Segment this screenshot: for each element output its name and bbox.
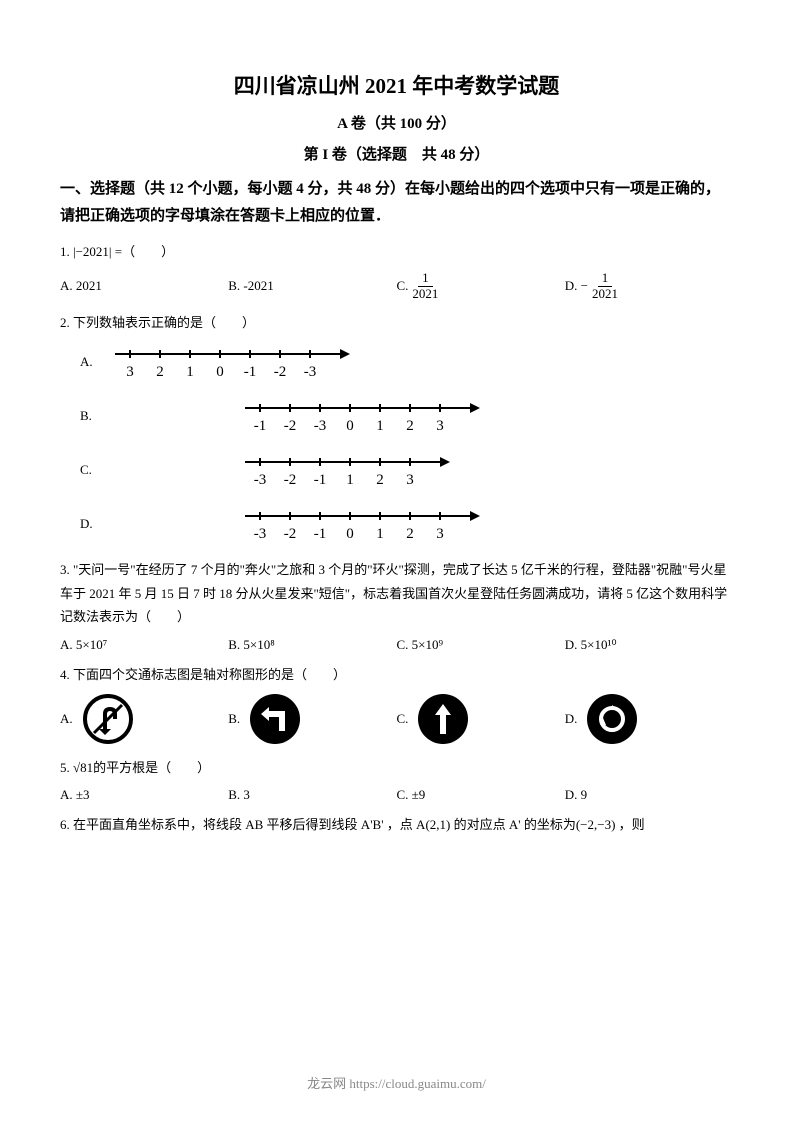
svg-text:3: 3: [406, 472, 414, 488]
svg-text:-2: -2: [284, 526, 297, 542]
q3-option-a: A. 5×10⁷: [60, 637, 228, 653]
q5-text: 5. √81的平方根是（ ）: [60, 756, 733, 779]
q4-option-c: C.: [397, 694, 565, 744]
q4-option-b: B.: [228, 694, 396, 744]
turn-left-icon: [250, 694, 300, 744]
page-title: 四川省凉山州 2021 年中考数学试题: [60, 70, 733, 100]
page-footer: 龙云网 https://cloud.guaimu.com/: [0, 1073, 793, 1092]
q2-row-c: C. -3 -2 -1 1 2 3: [80, 450, 733, 490]
q1-option-d: D. − 1 2021: [565, 271, 733, 301]
svg-text:0: 0: [216, 364, 224, 380]
q1-text: 1. |−2021| =（ ）: [60, 240, 733, 263]
section-header: 一、选择题（共 12 个小题，每小题 4 分，共 48 分）在每小题给出的四个选…: [60, 176, 733, 230]
q5-option-c: C. ±9: [397, 787, 565, 803]
svg-text:2: 2: [376, 472, 384, 488]
svg-text:-1: -1: [254, 418, 267, 434]
subtitle-exam: A 卷（共 100 分）: [60, 112, 733, 133]
roundabout-icon: [587, 694, 637, 744]
svg-text:-3: -3: [254, 472, 267, 488]
q3-option-d: D. 5×10¹⁰: [565, 637, 733, 653]
q4-option-d: D.: [565, 694, 733, 744]
q4-text: 4. 下面四个交通标志图是轴对称图形的是（ ）: [60, 663, 733, 686]
q1-c-num: 1: [418, 271, 433, 286]
q5-options: A. ±3 B. 3 C. ±9 D. 9: [60, 787, 733, 803]
svg-text:-2: -2: [274, 364, 287, 380]
q3-text: 3. "天问一号"在经历了 7 个月的"奔火"之旅和 3 个月的"环火"探测，完…: [60, 558, 733, 628]
q1-c-prefix: C.: [397, 278, 409, 294]
q1-d-prefix: D. −: [565, 278, 588, 294]
svg-text:-2: -2: [284, 472, 297, 488]
q2-label-c: C.: [80, 462, 240, 478]
q2-numberline-d: -3 -2 -1 0 1 2 3: [240, 504, 485, 544]
q3-option-c: C. 5×10⁹: [397, 637, 565, 653]
q2-numberline-a: 3 2 1 0 -1 -2 -3: [110, 342, 355, 382]
q5-option-a: A. ±3: [60, 787, 228, 803]
q4-options: A. B. C. D.: [60, 694, 733, 744]
q1-option-b: B. -2021: [228, 278, 396, 294]
no-uturn-icon: [83, 694, 133, 744]
q1-option-c: C. 1 2021: [397, 271, 565, 301]
q5-option-b: B. 3: [228, 787, 396, 803]
q2-label-b: B.: [80, 408, 240, 424]
straight-arrow-icon: [418, 694, 468, 744]
q3-option-b: B. 5×10⁸: [228, 637, 396, 653]
svg-text:2: 2: [406, 418, 414, 434]
q2-numberline-b: -1 -2 -3 0 1 2 3: [240, 396, 485, 436]
q4-label-b: B.: [228, 711, 240, 727]
q2-text: 2. 下列数轴表示正确的是（ ）: [60, 311, 733, 334]
svg-text:-1: -1: [314, 472, 327, 488]
q2-numberlines: A. 3210-1-2-3 B. -1-2-30123 C. -3-2-1123…: [80, 342, 733, 544]
svg-text:-3: -3: [254, 526, 267, 542]
q2-row-a: A. 3 2 1 0 -1 -2 -3: [80, 342, 733, 382]
q4-label-a: A.: [60, 711, 73, 727]
svg-text:1: 1: [346, 472, 354, 488]
q1-options: A. 2021 B. -2021 C. 1 2021 D. − 1 2021: [60, 271, 733, 301]
q6-text: 6. 在平面直角坐标系中，将线段 AB 平移后得到线段 A'B' ，点 A(2,…: [60, 813, 733, 836]
svg-text:0: 0: [346, 526, 354, 542]
q1-d-num: 1: [598, 271, 613, 286]
q1-option-a: A. 2021: [60, 278, 228, 294]
q4-option-a: A.: [60, 694, 228, 744]
q1-d-den: 2021: [588, 287, 622, 301]
svg-text:-1: -1: [314, 526, 327, 542]
svg-text:-1: -1: [244, 364, 257, 380]
subtitle-section: 第 I 卷（选择题 共 48 分）: [60, 143, 733, 164]
svg-text:2: 2: [156, 364, 164, 380]
svg-text:-3: -3: [304, 364, 317, 380]
q4-label-c: C.: [397, 711, 409, 727]
q4-label-d: D.: [565, 711, 578, 727]
svg-text:-3: -3: [314, 418, 327, 434]
q2-label-d: D.: [80, 516, 240, 532]
svg-text:1: 1: [376, 526, 384, 542]
q2-label-a: A.: [80, 354, 110, 370]
q5-option-d: D. 9: [565, 787, 733, 803]
svg-text:-2: -2: [284, 418, 297, 434]
q1-c-den: 2021: [408, 287, 442, 301]
svg-text:3: 3: [126, 364, 134, 380]
svg-text:0: 0: [346, 418, 354, 434]
q2-numberline-c: -3 -2 -1 1 2 3: [240, 450, 455, 490]
q1-d-frac: 1 2021: [588, 271, 622, 301]
svg-text:3: 3: [436, 526, 444, 542]
q1-c-frac: 1 2021: [408, 271, 442, 301]
q2-row-d: D. -3 -2 -1 0 1 2 3: [80, 504, 733, 544]
svg-text:1: 1: [186, 364, 194, 380]
svg-text:1: 1: [376, 418, 384, 434]
svg-text:2: 2: [406, 526, 414, 542]
q2-row-b: B. -1 -2 -3 0 1 2 3: [80, 396, 733, 436]
q3-options: A. 5×10⁷ B. 5×10⁸ C. 5×10⁹ D. 5×10¹⁰: [60, 637, 733, 653]
svg-text:3: 3: [436, 418, 444, 434]
